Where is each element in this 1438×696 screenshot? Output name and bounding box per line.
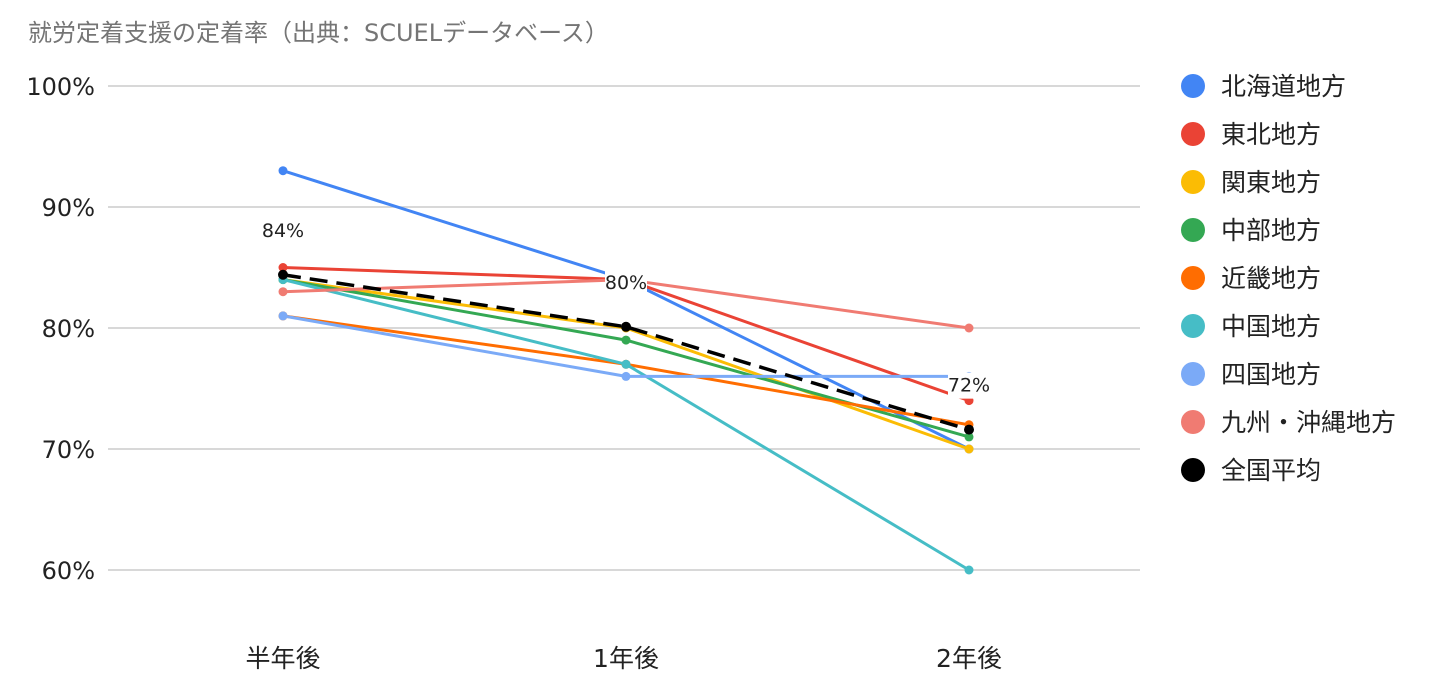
legend-label: 中部地方 [1221,216,1321,245]
series-line [282,273,970,432]
data-point[interactable] [278,311,288,321]
legend-item[interactable]: 全国平均 [1181,456,1321,485]
data-point[interactable] [964,444,974,454]
series-1 [278,166,974,454]
legend-item[interactable]: 東北地方 [1181,120,1321,149]
y-tick-label: 70% [42,436,95,464]
series-6 [278,275,974,575]
series-4 [278,275,974,442]
x-tick-label: 1年後 [593,644,659,673]
legend-item[interactable]: 四国地方 [1181,360,1321,389]
legend-item[interactable]: 中国地方 [1181,312,1321,341]
y-tick-label: 60% [42,557,95,585]
data-point[interactable] [621,359,631,369]
data-point[interactable] [621,335,631,345]
data-point[interactable] [964,424,974,435]
legend-marker [1181,122,1205,146]
data-point[interactable] [278,166,288,176]
data-point[interactable] [621,371,631,381]
legend-label: 全国平均 [1221,456,1321,485]
legend-label: 東北地方 [1221,120,1321,149]
data-label-bg [605,269,647,296]
y-tick-label: 100% [26,73,95,101]
legend-marker [1181,170,1205,194]
y-tick-label: 90% [42,194,95,222]
data-point[interactable] [964,432,974,442]
legend-marker [1181,266,1205,290]
data-point[interactable] [964,323,974,333]
y-axis: 60% 70% 80% 90% 100% [26,73,95,585]
legend-label: 関東地方 [1221,168,1321,197]
legend-label: 四国地方 [1221,360,1321,389]
chart-title: 就労定着支援の定着率（出典：SCUELデータベース） [28,19,609,47]
legend-item[interactable]: 関東地方 [1181,168,1321,197]
data-label: 84% [262,220,304,242]
legend-item[interactable]: 中部地方 [1181,216,1321,245]
legend-marker [1181,314,1205,338]
series-layer [278,166,974,575]
series-9 [278,269,974,435]
legend-marker [1181,410,1205,434]
legend-item[interactable]: 北海道地方 [1181,72,1346,101]
data-point[interactable] [278,263,288,272]
data-label: 72% [948,375,990,397]
data-point[interactable] [621,321,631,332]
legend-marker [1181,362,1205,386]
x-tick-label: 2年後 [936,644,1002,673]
legend-label: 近畿地方 [1221,264,1321,293]
legend-item[interactable]: 九州・沖縄地方 [1181,408,1396,437]
legend-label: 北海道地方 [1221,72,1346,101]
data-label-layer: 84% 80% 72% [262,217,990,399]
data-label-bg [948,372,990,399]
data-point[interactable] [964,565,974,575]
data-point[interactable] [278,269,288,280]
x-tick-label: 半年後 [245,644,320,673]
legend-label: 九州・沖縄地方 [1221,408,1396,437]
x-axis: 半年後 1年後 2年後 [245,644,1001,673]
data-point[interactable] [278,287,288,297]
legend-label: 中国地方 [1221,312,1321,341]
data-label: 80% [605,272,647,294]
legend-marker [1181,218,1205,242]
legend-item[interactable]: 近畿地方 [1181,264,1321,293]
legend-marker [1181,74,1205,98]
data-label-bg [262,217,304,244]
legend-marker [1181,458,1205,482]
y-tick-label: 80% [42,315,95,343]
